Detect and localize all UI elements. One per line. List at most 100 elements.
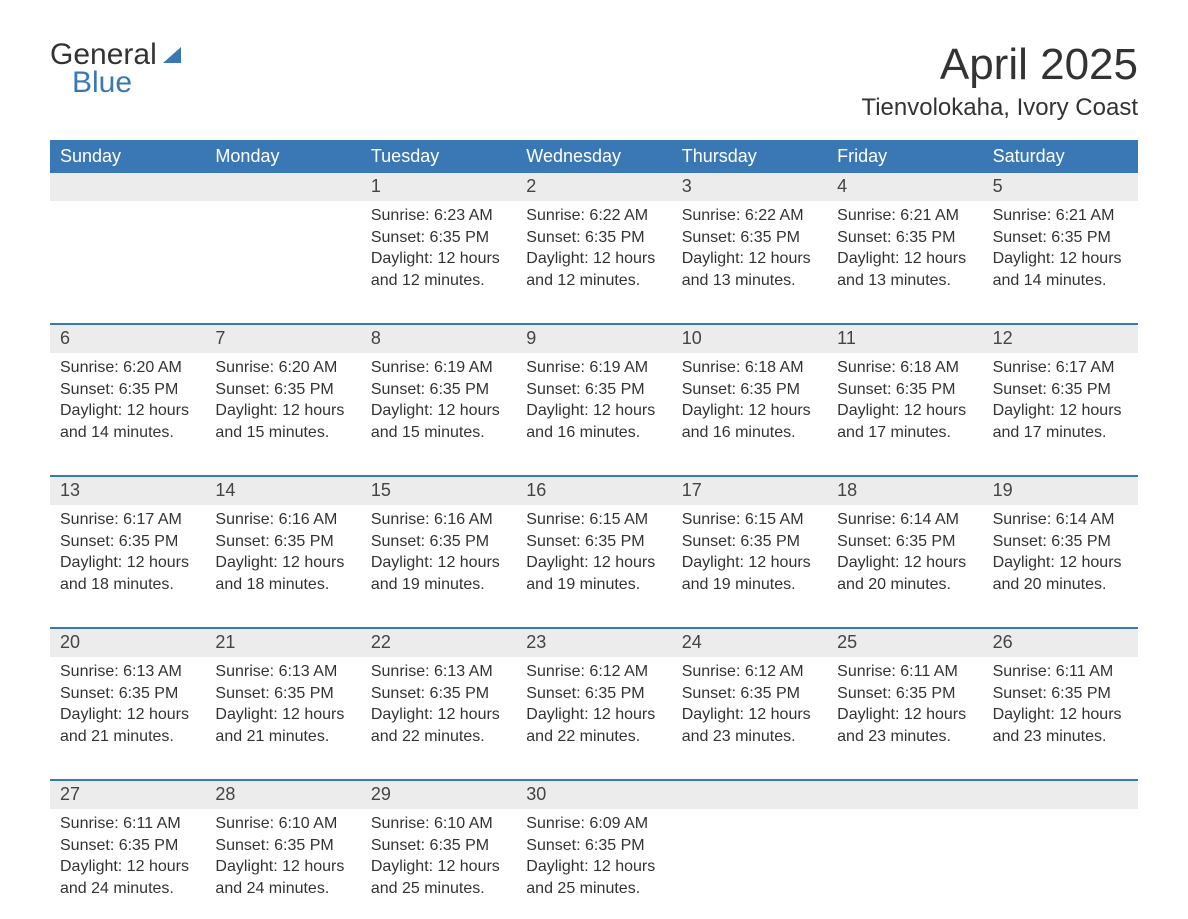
day-number: 21	[205, 629, 360, 657]
day-sunrise: Sunrise: 6:22 AM	[682, 205, 817, 227]
day-sunset: Sunset: 6:35 PM	[215, 683, 350, 705]
day-sunset: Sunset: 6:35 PM	[371, 379, 506, 401]
day-daylight2: and 15 minutes.	[371, 422, 506, 444]
day-number: 15	[361, 477, 516, 505]
day-daylight2: and 12 minutes.	[526, 270, 661, 292]
day-number-row: 20212223242526	[50, 629, 1138, 657]
day-daylight2: and 23 minutes.	[993, 726, 1128, 748]
day-sunset: Sunset: 6:35 PM	[526, 531, 661, 553]
day-daylight1: Daylight: 12 hours	[60, 856, 195, 878]
day-daylight1: Daylight: 12 hours	[60, 552, 195, 574]
day-sunrise: Sunrise: 6:12 AM	[526, 661, 661, 683]
day-number	[50, 173, 205, 201]
day-sunset: Sunset: 6:35 PM	[526, 683, 661, 705]
logo-text-bottom: Blue	[50, 68, 181, 98]
day-daylight2: and 14 minutes.	[993, 270, 1128, 292]
day-cell: Sunrise: 6:19 AMSunset: 6:35 PMDaylight:…	[361, 353, 516, 463]
day-daylight2: and 18 minutes.	[60, 574, 195, 596]
day-cell: Sunrise: 6:16 AMSunset: 6:35 PMDaylight:…	[361, 505, 516, 615]
calendar-header-row: Sunday Monday Tuesday Wednesday Thursday…	[50, 140, 1138, 173]
day-daylight1: Daylight: 12 hours	[682, 400, 817, 422]
day-data-row: Sunrise: 6:20 AMSunset: 6:35 PMDaylight:…	[50, 353, 1138, 463]
day-daylight1: Daylight: 12 hours	[371, 400, 506, 422]
day-sunrise: Sunrise: 6:17 AM	[993, 357, 1128, 379]
day-sunset: Sunset: 6:35 PM	[682, 379, 817, 401]
day-daylight2: and 13 minutes.	[682, 270, 817, 292]
dayname-monday: Monday	[205, 140, 360, 173]
day-daylight1: Daylight: 12 hours	[526, 856, 661, 878]
day-data-row: Sunrise: 6:23 AMSunset: 6:35 PMDaylight:…	[50, 201, 1138, 311]
day-sunset: Sunset: 6:35 PM	[60, 835, 195, 857]
day-cell: Sunrise: 6:21 AMSunset: 6:35 PMDaylight:…	[983, 201, 1138, 311]
day-number: 26	[983, 629, 1138, 657]
day-daylight2: and 23 minutes.	[682, 726, 817, 748]
location-subtitle: Tienvolokaha, Ivory Coast	[861, 94, 1138, 122]
calendar-week: 20212223242526Sunrise: 6:13 AMSunset: 6:…	[50, 627, 1138, 767]
day-daylight2: and 17 minutes.	[837, 422, 972, 444]
day-number: 30	[516, 781, 671, 809]
day-sunrise: Sunrise: 6:20 AM	[60, 357, 195, 379]
day-cell: Sunrise: 6:11 AMSunset: 6:35 PMDaylight:…	[827, 657, 982, 767]
day-number: 13	[50, 477, 205, 505]
day-daylight2: and 21 minutes.	[60, 726, 195, 748]
day-daylight2: and 21 minutes.	[215, 726, 350, 748]
day-cell	[50, 201, 205, 311]
day-daylight1: Daylight: 12 hours	[215, 704, 350, 726]
day-cell: Sunrise: 6:20 AMSunset: 6:35 PMDaylight:…	[205, 353, 360, 463]
title-block: April 2025 Tienvolokaha, Ivory Coast	[861, 40, 1138, 122]
day-cell: Sunrise: 6:13 AMSunset: 6:35 PMDaylight:…	[361, 657, 516, 767]
day-sunrise: Sunrise: 6:22 AM	[526, 205, 661, 227]
day-sunrise: Sunrise: 6:15 AM	[682, 509, 817, 531]
logo-triangle-icon	[163, 47, 181, 63]
day-daylight2: and 17 minutes.	[993, 422, 1128, 444]
day-sunset: Sunset: 6:35 PM	[837, 379, 972, 401]
day-sunset: Sunset: 6:35 PM	[993, 379, 1128, 401]
day-number: 20	[50, 629, 205, 657]
day-cell: Sunrise: 6:22 AMSunset: 6:35 PMDaylight:…	[672, 201, 827, 311]
dayname-tuesday: Tuesday	[361, 140, 516, 173]
day-daylight2: and 16 minutes.	[526, 422, 661, 444]
day-number: 2	[516, 173, 671, 201]
day-cell	[983, 809, 1138, 919]
day-number: 9	[516, 325, 671, 353]
day-daylight2: and 20 minutes.	[837, 574, 972, 596]
day-sunrise: Sunrise: 6:18 AM	[837, 357, 972, 379]
day-daylight2: and 22 minutes.	[371, 726, 506, 748]
day-daylight2: and 20 minutes.	[993, 574, 1128, 596]
day-sunrise: Sunrise: 6:09 AM	[526, 813, 661, 835]
day-cell: Sunrise: 6:17 AMSunset: 6:35 PMDaylight:…	[983, 353, 1138, 463]
day-sunset: Sunset: 6:35 PM	[60, 531, 195, 553]
day-daylight1: Daylight: 12 hours	[215, 856, 350, 878]
day-daylight2: and 24 minutes.	[60, 878, 195, 900]
day-number: 18	[827, 477, 982, 505]
day-cell: Sunrise: 6:12 AMSunset: 6:35 PMDaylight:…	[516, 657, 671, 767]
day-daylight2: and 25 minutes.	[371, 878, 506, 900]
day-sunrise: Sunrise: 6:14 AM	[993, 509, 1128, 531]
day-daylight1: Daylight: 12 hours	[993, 552, 1128, 574]
day-cell: Sunrise: 6:22 AMSunset: 6:35 PMDaylight:…	[516, 201, 671, 311]
day-number	[672, 781, 827, 809]
day-number: 25	[827, 629, 982, 657]
day-cell: Sunrise: 6:14 AMSunset: 6:35 PMDaylight:…	[983, 505, 1138, 615]
day-number-row: 12345	[50, 173, 1138, 201]
day-number-row: 13141516171819	[50, 477, 1138, 505]
day-number-row: 27282930	[50, 781, 1138, 809]
day-daylight1: Daylight: 12 hours	[371, 248, 506, 270]
calendar-week: 13141516171819Sunrise: 6:17 AMSunset: 6:…	[50, 475, 1138, 615]
day-number: 11	[827, 325, 982, 353]
day-daylight2: and 13 minutes.	[837, 270, 972, 292]
day-daylight2: and 18 minutes.	[215, 574, 350, 596]
day-number: 6	[50, 325, 205, 353]
day-daylight1: Daylight: 12 hours	[682, 248, 817, 270]
day-daylight2: and 14 minutes.	[60, 422, 195, 444]
weeks-container: 12345Sunrise: 6:23 AMSunset: 6:35 PMDayl…	[50, 173, 1138, 919]
day-number: 12	[983, 325, 1138, 353]
day-number: 23	[516, 629, 671, 657]
calendar-week: 12345Sunrise: 6:23 AMSunset: 6:35 PMDayl…	[50, 173, 1138, 311]
day-number: 14	[205, 477, 360, 505]
day-sunset: Sunset: 6:35 PM	[526, 379, 661, 401]
day-cell: Sunrise: 6:11 AMSunset: 6:35 PMDaylight:…	[50, 809, 205, 919]
day-sunrise: Sunrise: 6:13 AM	[215, 661, 350, 683]
day-data-row: Sunrise: 6:13 AMSunset: 6:35 PMDaylight:…	[50, 657, 1138, 767]
day-sunset: Sunset: 6:35 PM	[837, 227, 972, 249]
